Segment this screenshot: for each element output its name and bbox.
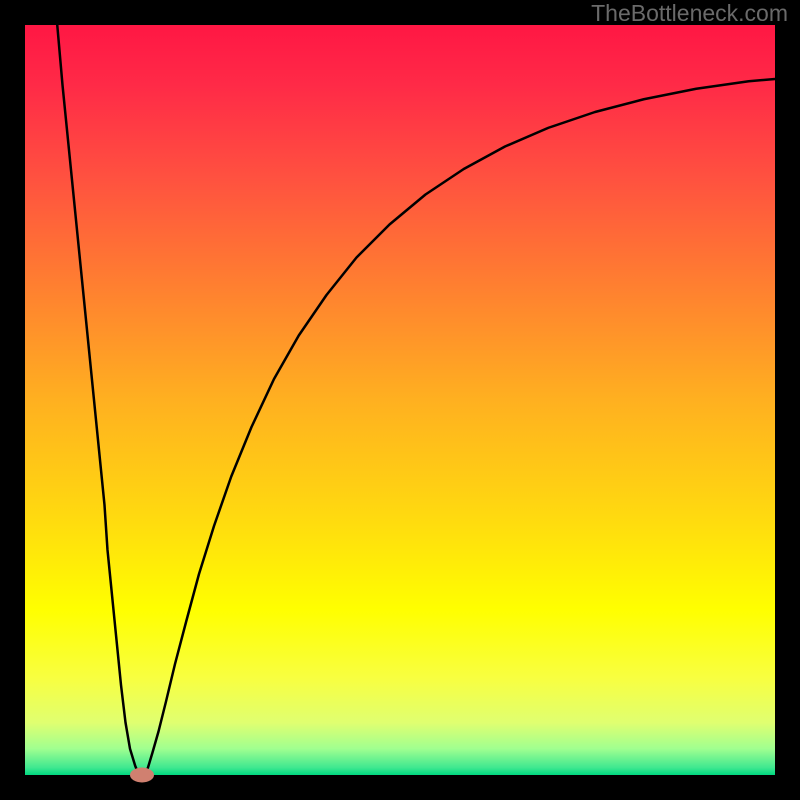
bottleneck-marker (130, 768, 154, 783)
bottleneck-chart (0, 0, 800, 800)
chart-gradient-background (25, 25, 775, 775)
watermark-label: TheBottleneck.com (591, 0, 788, 27)
chart-container: TheBottleneck.com (0, 0, 800, 800)
